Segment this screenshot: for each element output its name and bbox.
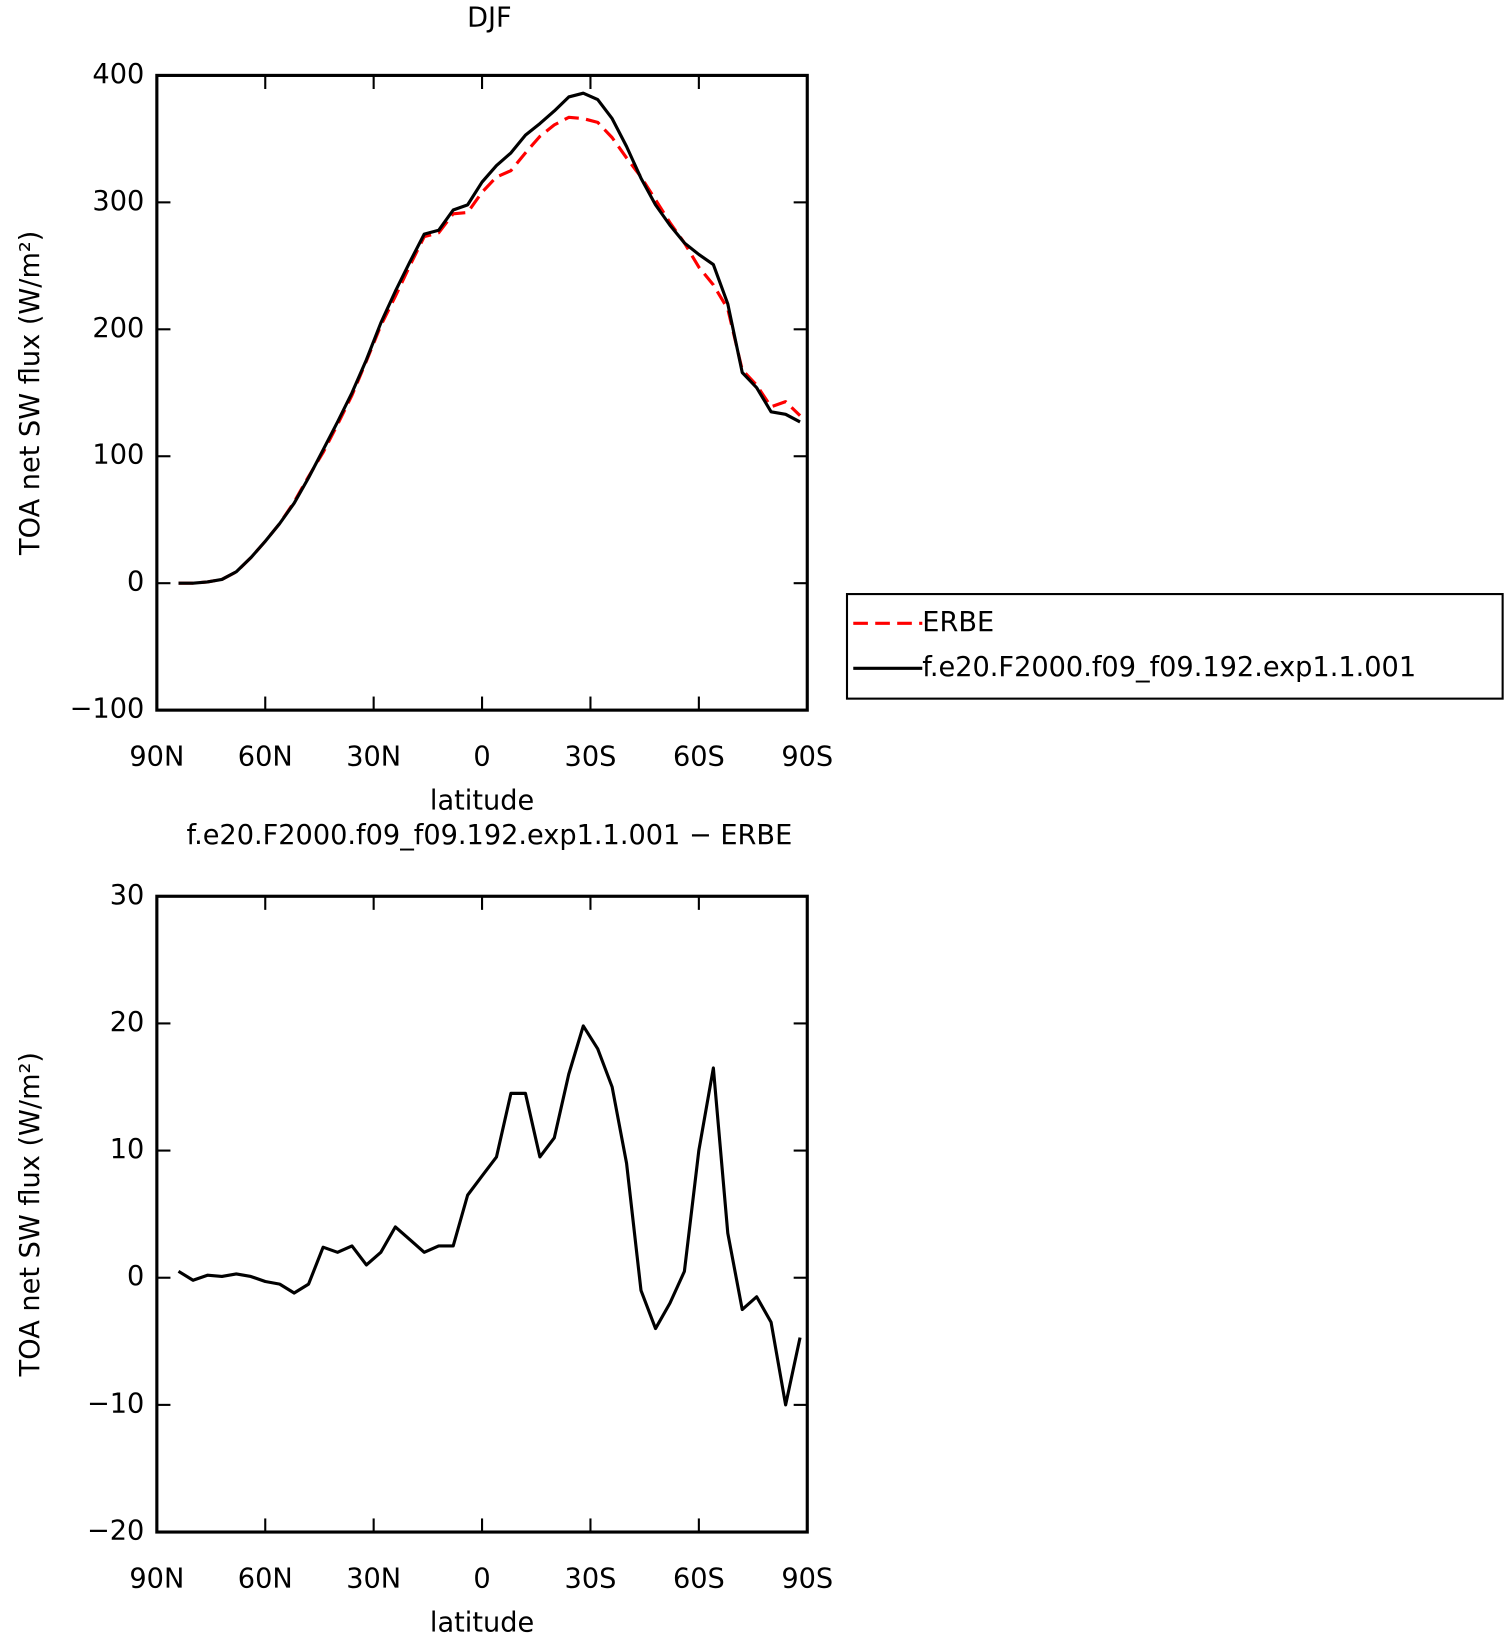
- legend-label: ERBE: [922, 607, 994, 638]
- plot-frame: [155, 894, 809, 1534]
- x-tick-label: 30S: [565, 742, 617, 773]
- y-tick-label: 300: [92, 186, 144, 217]
- y-tick-label: −100: [70, 694, 145, 725]
- data-line: [177, 1024, 802, 1407]
- data-line: [178, 91, 801, 585]
- x-tick-label: 0: [473, 1564, 490, 1595]
- y-tick-label: −10: [87, 1388, 144, 1419]
- y-tick-label: 0: [127, 1261, 144, 1292]
- x-tick-label: 30S: [565, 1564, 617, 1595]
- x-tick-label: 60S: [673, 1564, 725, 1595]
- x-tick-label: 90S: [781, 742, 833, 773]
- data-line: [178, 115, 802, 585]
- x-tick-label: 90N: [129, 1564, 184, 1595]
- x-tick-label: 60N: [238, 1564, 293, 1595]
- x-axis-label: latitude: [430, 786, 534, 817]
- legend-box: [845, 593, 1504, 700]
- x-tick-label: 0: [473, 742, 490, 773]
- legend-label: f.e20.F2000.f09_f09.192.exp1.1.001: [922, 652, 1416, 683]
- y-tick-label: 30: [110, 880, 145, 911]
- y-tick-label: 10: [110, 1134, 145, 1165]
- chart-title: f.e20.F2000.f09_f09.192.exp1.1.001 − ERB…: [186, 820, 792, 851]
- y-tick-label: −20: [87, 1516, 144, 1547]
- y-tick-label: 400: [92, 59, 144, 90]
- x-tick-label: 30N: [346, 742, 401, 773]
- y-tick-label: 100: [92, 440, 144, 471]
- x-tick-label: 60S: [673, 742, 725, 773]
- plot-frame: [155, 73, 809, 712]
- chart-title: DJF: [467, 2, 512, 33]
- x-tick-label: 60N: [238, 742, 293, 773]
- x-axis-label: latitude: [430, 1608, 534, 1639]
- x-tick-label: 90S: [781, 1564, 833, 1595]
- x-tick-label: 90N: [129, 742, 184, 773]
- y-tick-label: 20: [110, 1007, 145, 1038]
- y-tick-label: 0: [127, 567, 144, 598]
- y-axis-label: TOA net SW flux (W/m²): [15, 1052, 46, 1377]
- y-axis-label: TOA net SW flux (W/m²): [15, 231, 46, 556]
- y-tick-label: 200: [92, 313, 144, 344]
- x-tick-label: 30N: [346, 1564, 401, 1595]
